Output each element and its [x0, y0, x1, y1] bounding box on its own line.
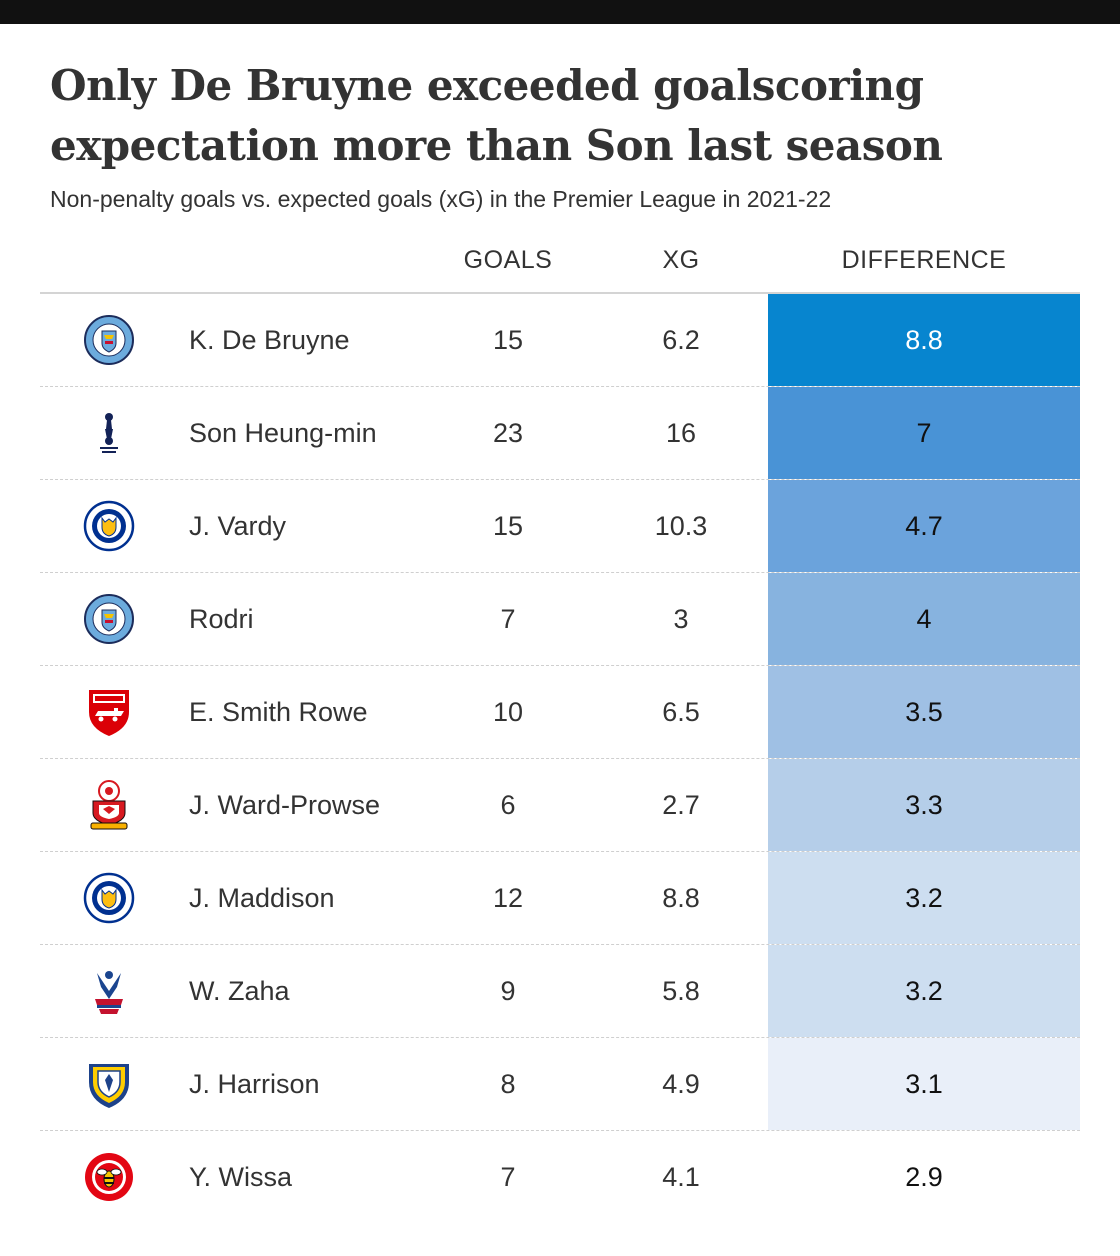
table-row: J. Vardy 15 10.3 4.7 [40, 480, 1080, 573]
player-name: W. Zaha [189, 976, 290, 1006]
goals-value: 15 [492, 325, 524, 355]
player-name: E. Smith Rowe [189, 697, 368, 727]
xg-value: 5.8 [662, 976, 700, 1006]
goals-value: 9 [500, 976, 516, 1006]
difference-value: 3.3 [768, 759, 1080, 851]
leeds-united-crest-icon [83, 1058, 135, 1110]
arsenal-crest-icon [83, 686, 135, 738]
manchester-city-crest-icon [83, 593, 135, 645]
player-name: Rodri [189, 604, 254, 634]
goals-value: 15 [492, 511, 524, 541]
goals-value: 12 [492, 883, 524, 913]
table-row: Y. Wissa 7 4.1 2.9 [40, 1131, 1080, 1223]
player-name: J. Harrison [189, 1069, 320, 1099]
table-row: J. Harrison 8 4.9 3.1 [40, 1038, 1080, 1131]
difference-value: 3.2 [768, 945, 1080, 1037]
column-header-goals: GOALS [463, 246, 553, 274]
southampton-crest-icon [83, 779, 135, 831]
table-row: W. Zaha 9 5.8 3.2 [40, 945, 1080, 1038]
difference-value: 4 [768, 573, 1080, 665]
leicester-city-crest-icon [83, 872, 135, 924]
xg-value: 3 [673, 604, 689, 634]
player-name: J. Ward-Prowse [189, 790, 381, 820]
goals-value: 7 [500, 1162, 516, 1192]
crystal-palace-crest-icon [83, 965, 135, 1017]
table-row: E. Smith Rowe 10 6.5 3.5 [40, 666, 1080, 759]
top-bar [0, 0, 1120, 24]
difference-value: 7 [768, 387, 1080, 479]
xg-value: 6.5 [662, 697, 700, 727]
goals-value: 10 [492, 697, 524, 727]
xg-value: 2.7 [662, 790, 700, 820]
xg-value: 8.8 [662, 883, 700, 913]
xg-value: 4.1 [662, 1162, 700, 1192]
player-name: Y. Wissa [189, 1162, 293, 1192]
table-row: J. Ward-Prowse 6 2.7 3.3 [40, 759, 1080, 852]
goals-value: 6 [500, 790, 516, 820]
difference-value: 3.5 [768, 666, 1080, 758]
xg-value: 10.3 [654, 511, 708, 541]
xg-value: 4.9 [662, 1069, 700, 1099]
player-name: J. Vardy [189, 511, 287, 541]
goals-value: 23 [492, 418, 524, 448]
goals-value: 7 [500, 604, 516, 634]
table-body: K. De Bruyne 15 6.2 8.8 Son Heung-min 23 16 7 J.… [40, 294, 1080, 1223]
player-name: Son Heung-min [189, 418, 377, 448]
table-row: Rodri 7 3 4 [40, 573, 1080, 666]
tottenham-crest-icon [83, 407, 135, 459]
goals-value: 8 [500, 1069, 516, 1099]
stats-table: GOALS XG DIFFERENCE K. De Bruyne 15 6.2 8.8… [40, 236, 1080, 1223]
player-name: J. Maddison [189, 883, 335, 913]
xg-value: 6.2 [662, 325, 700, 355]
manchester-city-crest-icon [83, 314, 135, 366]
difference-value: 3.1 [768, 1038, 1080, 1130]
table-row: J. Maddison 12 8.8 3.2 [40, 852, 1080, 945]
chart-subtitle: Non-penalty goals vs. expected goals (xG… [50, 186, 832, 212]
column-header-xg: XG [662, 246, 700, 274]
difference-value: 4.7 [768, 480, 1080, 572]
difference-value: 2.9 [768, 1131, 1080, 1223]
brentford-crest-icon [83, 1151, 135, 1203]
column-header-difference: DIFFERENCE [841, 246, 1007, 274]
chart-title: Only De Bruyne exceeded goalscoring expe… [50, 61, 943, 170]
difference-value: 3.2 [768, 852, 1080, 944]
leicester-city-crest-icon [83, 500, 135, 552]
difference-value: 8.8 [768, 294, 1080, 386]
table-header: GOALS XG DIFFERENCE [40, 236, 1080, 294]
table-row: K. De Bruyne 15 6.2 8.8 [40, 294, 1080, 387]
table-row: Son Heung-min 23 16 7 [40, 387, 1080, 480]
xg-value: 16 [665, 418, 697, 448]
player-name: K. De Bruyne [189, 325, 350, 355]
